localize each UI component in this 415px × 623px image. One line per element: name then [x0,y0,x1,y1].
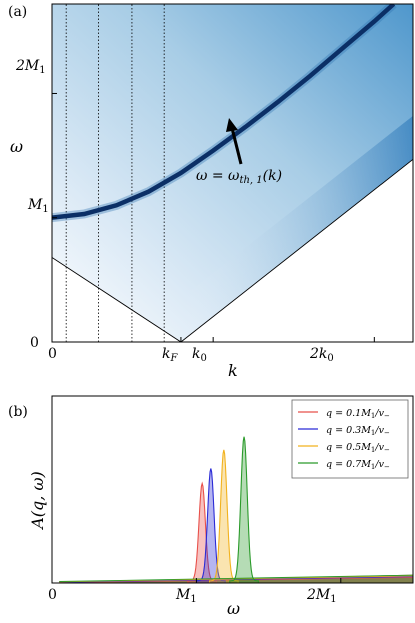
panel-b-label: (b) [8,404,28,420]
spectral-peaks [59,436,413,583]
panel-a-ytick-0: 0 [30,335,39,351]
panel-a: (a) ω k 0 M1 2M1 0 kF k0 2k0 ω = ωth, 1(… [8,3,414,380]
panel-b-ylabel: A(q, ω) [28,471,47,531]
annotation-arrowhead [226,118,238,132]
panel-a-xlabel: k [228,361,238,380]
legend: q = 0.1M1/v− q = 0.3M1/v− q = 0.5M1/v− q… [291,399,409,479]
legend-entry-3: q = 0.7M1/v− [298,459,390,471]
panel-a-ylabel: ω [10,137,23,156]
panel-a-xtick-kF: kF [162,346,178,364]
panel-a-ytick-1: M1 [27,197,49,215]
legend-entry-1: q = 0.3M1/v− [298,425,390,437]
legend-entry-2: q = 0.5M1/v− [298,442,390,454]
annotation-arrow [230,127,243,165]
panel-a-xtick-2k0: 2k0 [309,346,334,364]
panel-a-label: (a) [8,4,27,20]
continuum-heatmap [52,4,413,342]
legend-entry-0: q = 0.1M1/v− [298,408,390,420]
panel-b-frame [51,395,414,584]
series-baseline-3 [59,574,413,582]
gap-region [52,159,413,342]
legend-label-0: q = 0.1M1/v− [326,408,390,420]
panel-a-ticks [51,92,375,343]
panel-b: (b) A(q, ω) ω 0 M1 2M1 q = 0.1M1/v− q = … [8,395,414,618]
panel-b-xtick-2: 2M1 [306,587,337,605]
legend-label-1: q = 0.3M1/v− [326,425,390,437]
threshold-curve [52,4,396,220]
peak-3 [229,436,259,583]
legend-label-2: q = 0.5M1/v− [326,442,390,454]
panel-a-frame [51,3,414,343]
panel-b-xlabel: ω [227,599,240,618]
continuum-edge-shading [180,115,413,342]
legend-label-3: q = 0.7M1/v− [326,459,390,471]
panel-b-xtick-1: M1 [175,587,197,605]
continuum-edge-line [52,158,413,342]
panel-a-xtick-k0: k0 [192,346,207,364]
panel-a-ytick-2: 2M1 [15,58,46,76]
panel-a-xtick-0: 0 [48,346,57,362]
curve-annotation: ω = ωth, 1(k) [196,168,282,186]
legend-box [291,399,409,479]
vertical-dotted-lines [65,4,165,342]
panel-b-ticks [51,578,342,583]
panel-b-xtick-0: 0 [48,587,57,603]
